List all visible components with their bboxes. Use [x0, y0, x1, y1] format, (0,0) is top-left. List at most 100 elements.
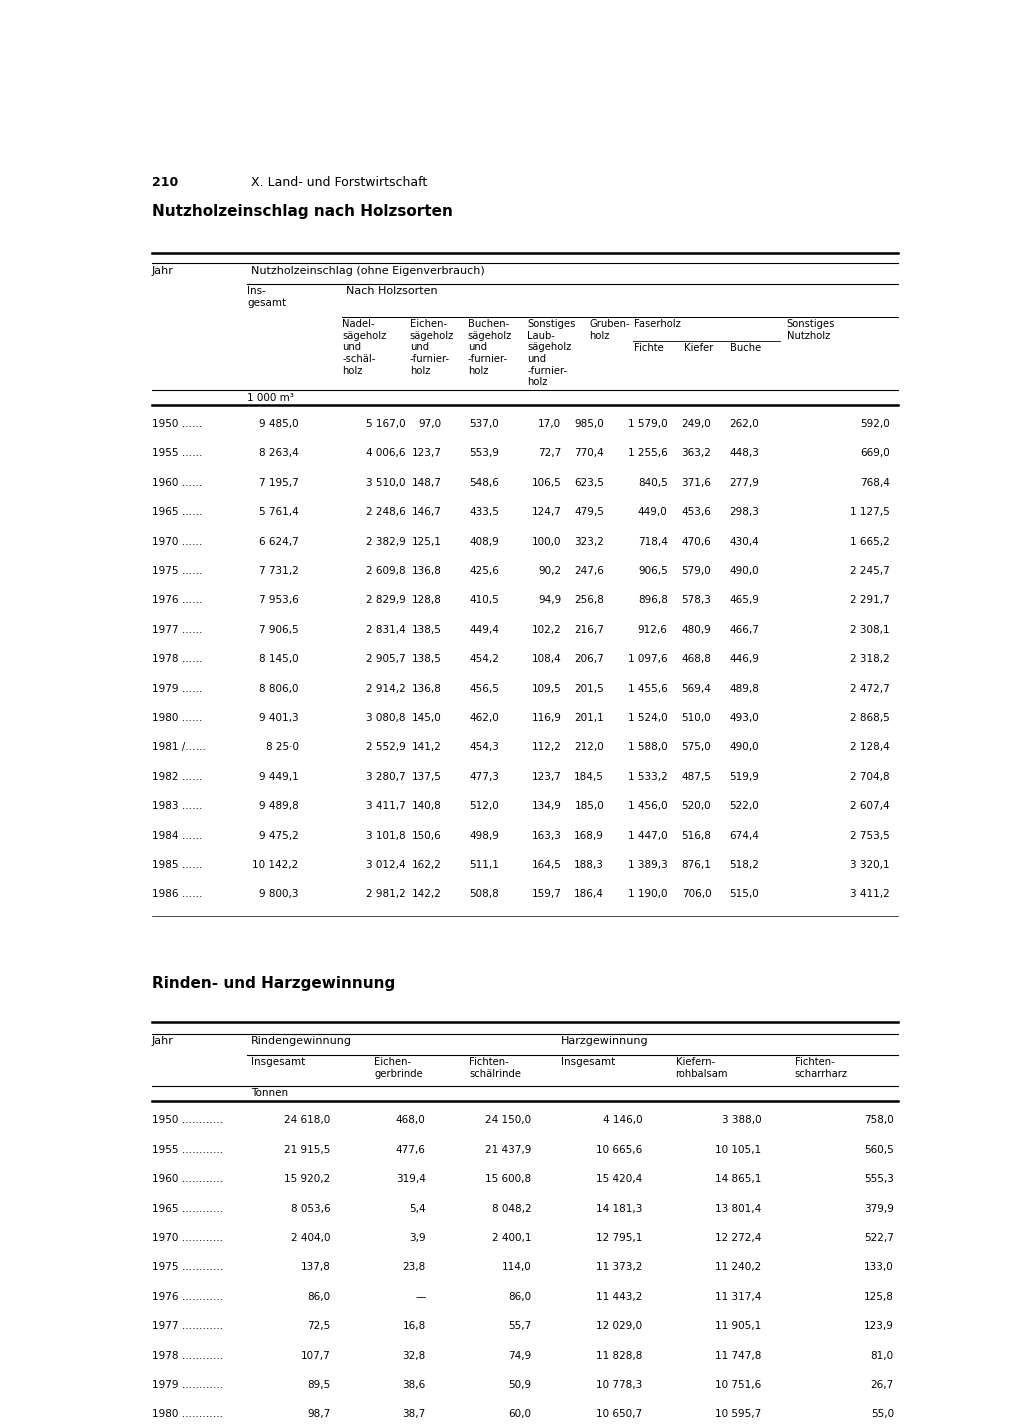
Text: 72,5: 72,5 [307, 1321, 331, 1331]
Text: 26,7: 26,7 [870, 1379, 894, 1389]
Text: Rinden- und Harzgewinnung: Rinden- und Harzgewinnung [152, 976, 395, 990]
Text: 1 097,6: 1 097,6 [628, 654, 668, 664]
Text: 124,7: 124,7 [531, 507, 561, 517]
Text: 94,9: 94,9 [538, 596, 561, 606]
Text: 4 006,6: 4 006,6 [367, 449, 406, 459]
Text: 5 167,0: 5 167,0 [367, 419, 406, 429]
Text: 453,6: 453,6 [681, 507, 712, 517]
Text: 1980 …………: 1980 ………… [152, 1409, 223, 1419]
Text: 1977 …………: 1977 ………… [152, 1321, 223, 1331]
Text: Gruben-
holz: Gruben- holz [589, 319, 630, 341]
Text: 1970 …………: 1970 ………… [152, 1233, 223, 1243]
Text: 1 447,0: 1 447,0 [628, 831, 668, 841]
Text: 470,6: 470,6 [682, 537, 712, 547]
Text: 12 795,1: 12 795,1 [596, 1233, 642, 1243]
Text: 11 317,4: 11 317,4 [715, 1291, 761, 1301]
Text: 102,2: 102,2 [531, 624, 561, 634]
Text: 519,9: 519,9 [729, 772, 759, 782]
Text: 518,2: 518,2 [729, 861, 759, 871]
Text: 159,7: 159,7 [531, 889, 561, 899]
Text: 1960 …………: 1960 ………… [152, 1174, 223, 1184]
Text: 163,3: 163,3 [531, 831, 561, 841]
Text: 480,9: 480,9 [682, 624, 712, 634]
Text: 74,9: 74,9 [508, 1351, 531, 1361]
Text: 98,7: 98,7 [307, 1409, 331, 1419]
Text: 11 373,2: 11 373,2 [596, 1263, 642, 1273]
Text: Ins-
gesamt: Ins- gesamt [247, 286, 286, 308]
Text: 1984 ……: 1984 …… [152, 831, 203, 841]
Text: 468,0: 468,0 [396, 1116, 426, 1126]
Text: 2 607,4: 2 607,4 [850, 801, 890, 811]
Text: 136,8: 136,8 [412, 684, 441, 694]
Text: 3 388,0: 3 388,0 [722, 1116, 761, 1126]
Text: —: — [415, 1291, 426, 1301]
Text: 2 831,4: 2 831,4 [366, 624, 406, 634]
Text: 1955 …………: 1955 ………… [152, 1144, 223, 1154]
Text: 2 308,1: 2 308,1 [850, 624, 890, 634]
Text: 123,7: 123,7 [531, 772, 561, 782]
Text: Nach Holzsorten: Nach Holzsorten [346, 286, 438, 296]
Text: Eichen-
gerbrinde: Eichen- gerbrinde [374, 1057, 423, 1079]
Text: 8 263,4: 8 263,4 [259, 449, 299, 459]
Text: 2 914,2: 2 914,2 [366, 684, 406, 694]
Text: 11 747,8: 11 747,8 [715, 1351, 761, 1361]
Text: 462,0: 462,0 [470, 712, 500, 722]
Text: 14 865,1: 14 865,1 [715, 1174, 761, 1184]
Text: 1 456,0: 1 456,0 [628, 801, 668, 811]
Text: 2 868,5: 2 868,5 [850, 712, 890, 722]
Text: 4 146,0: 4 146,0 [603, 1116, 642, 1126]
Text: 912,6: 912,6 [638, 624, 668, 634]
Text: 9 485,0: 9 485,0 [259, 419, 299, 429]
Text: 55,7: 55,7 [508, 1321, 531, 1331]
Text: 125,1: 125,1 [412, 537, 441, 547]
Text: 256,8: 256,8 [574, 596, 604, 606]
Text: 10 665,6: 10 665,6 [596, 1144, 642, 1154]
Text: Insgesamt: Insgesamt [560, 1057, 614, 1067]
Text: 468,8: 468,8 [681, 654, 712, 664]
Text: 2 318,2: 2 318,2 [850, 654, 890, 664]
Text: 9 800,3: 9 800,3 [259, 889, 299, 899]
Text: 1978 ……: 1978 …… [152, 654, 203, 664]
Text: 146,7: 146,7 [412, 507, 441, 517]
Text: 553,9: 553,9 [470, 449, 500, 459]
Text: 840,5: 840,5 [638, 477, 668, 487]
Text: 249,0: 249,0 [682, 419, 712, 429]
Text: 133,0: 133,0 [864, 1263, 894, 1273]
Text: 3 320,1: 3 320,1 [850, 861, 890, 871]
Text: 210: 210 [152, 177, 178, 190]
Text: 555,3: 555,3 [864, 1174, 894, 1184]
Text: 38,7: 38,7 [402, 1409, 426, 1419]
Text: 11 240,2: 11 240,2 [715, 1263, 761, 1273]
Text: 592,0: 592,0 [860, 419, 890, 429]
Text: 3 510,0: 3 510,0 [367, 477, 406, 487]
Text: 10 595,7: 10 595,7 [715, 1409, 761, 1419]
Text: 38,6: 38,6 [402, 1379, 426, 1389]
Text: 1955 ……: 1955 …… [152, 449, 203, 459]
Text: 1 579,0: 1 579,0 [628, 419, 668, 429]
Text: 1965 ……: 1965 …… [152, 507, 203, 517]
Text: 560,5: 560,5 [864, 1144, 894, 1154]
Text: 100,0: 100,0 [531, 537, 561, 547]
Text: 7 906,5: 7 906,5 [259, 624, 299, 634]
Text: 623,5: 623,5 [574, 477, 604, 487]
Text: Jahr: Jahr [152, 1036, 174, 1046]
Text: 2 981,2: 2 981,2 [366, 889, 406, 899]
Text: 379,9: 379,9 [864, 1204, 894, 1214]
Text: 112,2: 112,2 [531, 742, 561, 752]
Text: 114,0: 114,0 [502, 1263, 531, 1273]
Text: 3 411,7: 3 411,7 [366, 801, 406, 811]
Text: 138,5: 138,5 [412, 624, 441, 634]
Text: 55,0: 55,0 [870, 1409, 894, 1419]
Text: 8 048,2: 8 048,2 [492, 1204, 531, 1214]
Text: 11 443,2: 11 443,2 [596, 1291, 642, 1301]
Text: Harzgewinnung: Harzgewinnung [560, 1036, 648, 1046]
Text: 2 248,6: 2 248,6 [366, 507, 406, 517]
Text: 569,4: 569,4 [681, 684, 712, 694]
Text: 433,5: 433,5 [470, 507, 500, 517]
Text: Insgesamt: Insgesamt [251, 1057, 305, 1067]
Text: Sonstiges
Laub-
sägeholz
und
-furnier-
holz: Sonstiges Laub- sägeholz und -furnier- h… [527, 319, 575, 388]
Text: Buche: Buche [729, 343, 761, 353]
Text: Buchen-
sägeholz
und
-furnier-
holz: Buchen- sägeholz und -furnier- holz [468, 319, 512, 376]
Text: 10 778,3: 10 778,3 [596, 1379, 642, 1389]
Text: 706,0: 706,0 [682, 889, 712, 899]
